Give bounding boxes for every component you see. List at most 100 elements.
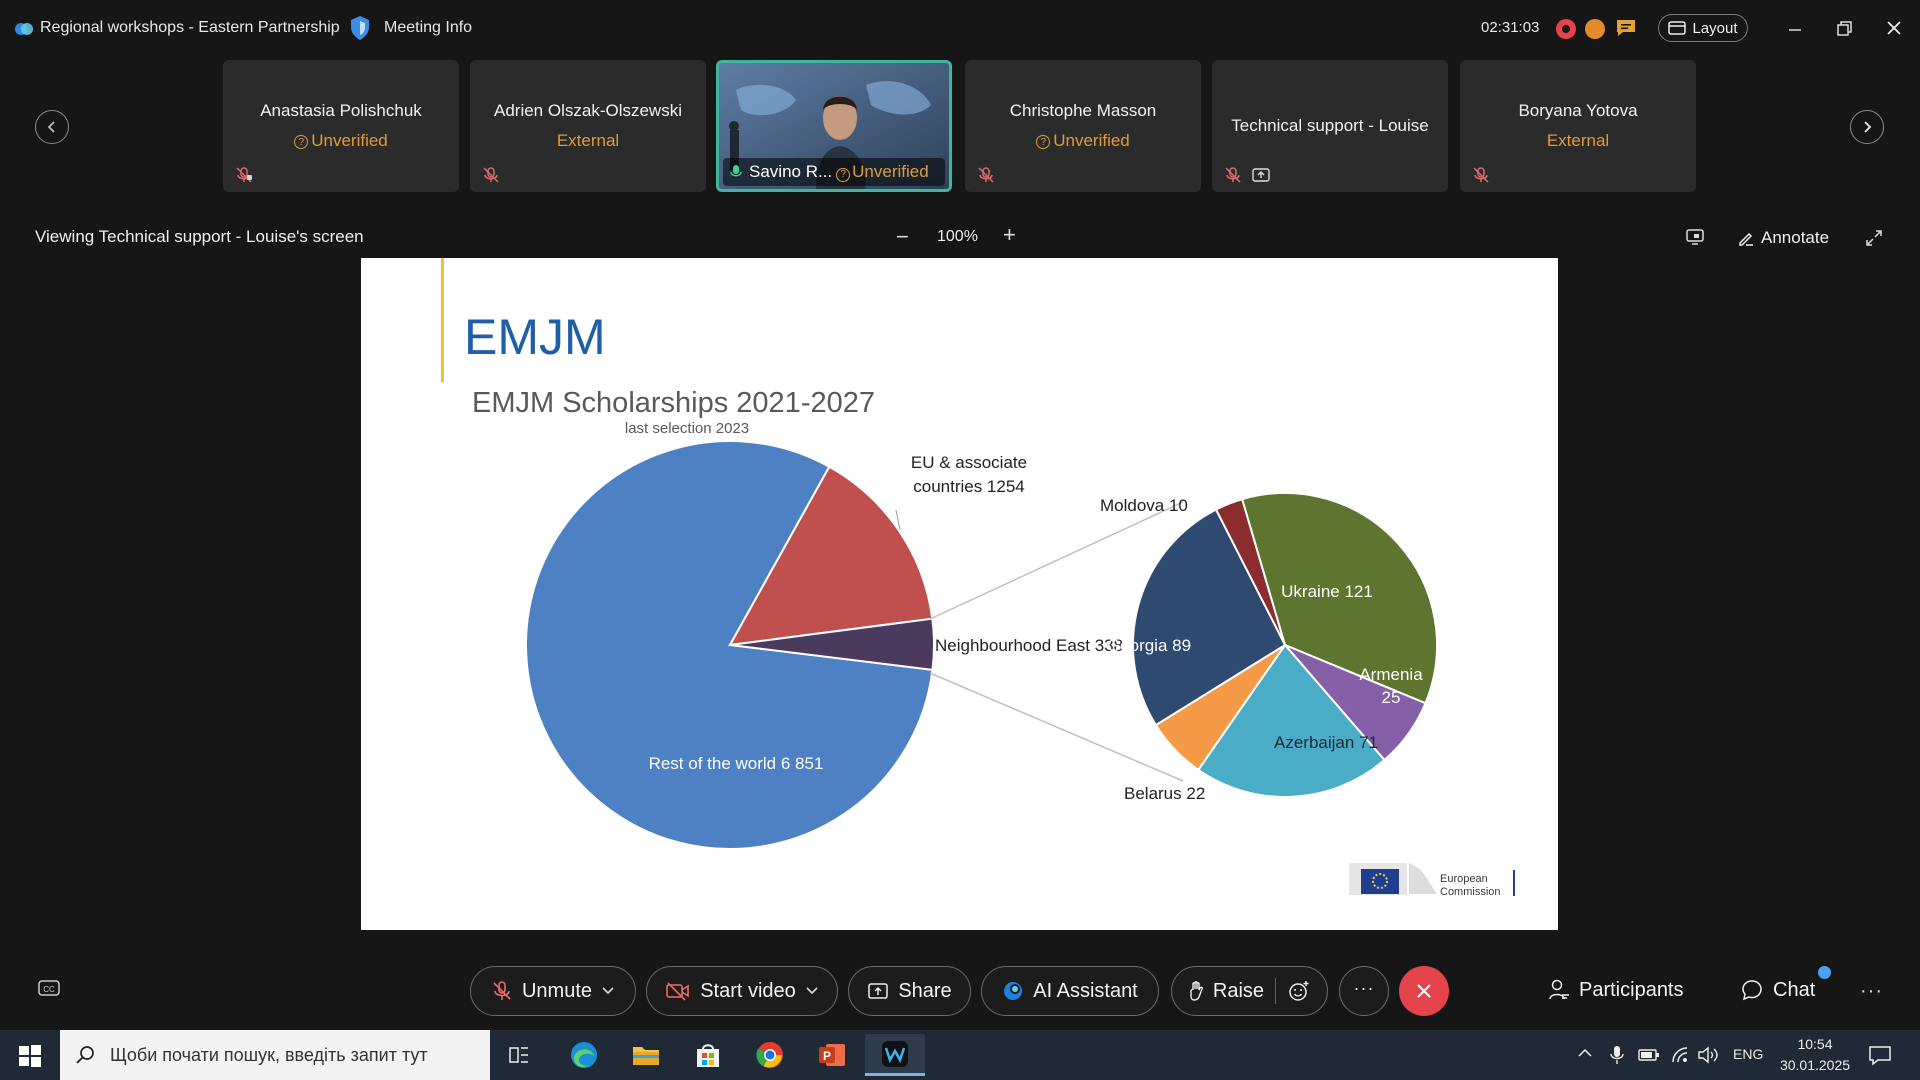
raise-hand-button[interactable]: Raise: [1171, 966, 1328, 1016]
share-screen-icon: [868, 983, 889, 999]
close-icon: [1417, 984, 1431, 998]
label-neighbourhood-east: Neighbourhood East 338: [935, 636, 1123, 655]
label-ukraine: Ukraine 121: [1281, 582, 1373, 601]
recording-icon[interactable]: [1556, 19, 1576, 39]
participant-tile[interactable]: Christophe Masson ? Unverified: [965, 60, 1201, 192]
fullscreen-icon[interactable]: [1864, 228, 1884, 248]
pie-slice-georgia: [1132, 508, 1287, 727]
chevron-up-icon[interactable]: [1577, 1046, 1593, 1060]
chart-title: EMJM Scholarships 2021-2027: [472, 387, 875, 419]
chart-subtitle: last selection 2023: [625, 420, 749, 437]
participant-name: Adrien Olszak-Olszewski: [494, 101, 682, 120]
unmute-label: Unmute: [521, 979, 593, 1002]
participant-name: Anastasia Polishchuk: [260, 101, 422, 120]
taskbar-search-input[interactable]: Щоби почати пошук, введіть запит тут: [60, 1030, 490, 1080]
participant-tile[interactable]: Adrien Olszak-Olszewski External: [470, 60, 706, 192]
restore-icon[interactable]: [1832, 16, 1856, 40]
mic-muted-icon: [1224, 166, 1242, 184]
shared-screen-slide: EMJM EMJM Scholarships 2021-2027 last se…: [361, 258, 1558, 930]
minimize-icon[interactable]: [1783, 16, 1807, 40]
svg-text:CC: CC: [43, 985, 55, 994]
more-options-button[interactable]: ···: [1339, 966, 1389, 1016]
svg-text:P: P: [823, 1049, 831, 1063]
participants-next-button[interactable]: [1850, 110, 1884, 144]
zoom-in-button[interactable]: +: [1003, 222, 1016, 247]
participant-tile[interactable]: Boryana Yotova External: [1460, 60, 1696, 192]
sharing-status-text: Viewing Technical support - Louise's scr…: [35, 227, 364, 246]
mic-on-icon: [730, 165, 742, 177]
annotate-button[interactable]: Annotate: [1737, 228, 1829, 248]
participant-video-tile[interactable]: Savino R... ? Unverified: [716, 60, 952, 192]
label-georgia: Georgia 89: [1107, 636, 1191, 655]
input-language[interactable]: ENG: [1733, 1046, 1764, 1062]
layout-button[interactable]: Layout: [1658, 14, 1748, 42]
chat-label: Chat: [1773, 978, 1816, 1001]
participants-button[interactable]: Participants: [1548, 978, 1684, 1002]
pie-slice-azerbaijan: [1196, 643, 1386, 798]
microphone-icon[interactable]: [1609, 1044, 1625, 1066]
participants-label: Participants: [1579, 978, 1684, 1001]
clock[interactable]: 10:54 30.01.2025: [1776, 1034, 1854, 1076]
present-view-icon[interactable]: [1685, 228, 1705, 246]
closed-captions-icon[interactable]: CC: [37, 978, 61, 1000]
question-icon: ?: [1036, 135, 1051, 149]
webex-app-icon[interactable]: [865, 1034, 925, 1076]
participant-name: Boryana Yotova: [1518, 101, 1638, 120]
divider: [1275, 978, 1277, 1004]
ai-assistant-label: AI Assistant: [1033, 979, 1138, 1002]
close-icon[interactable]: [1882, 16, 1906, 40]
start-video-button[interactable]: Start video: [646, 966, 838, 1016]
mic-muted-icon: [235, 166, 253, 184]
participant-tile[interactable]: Technical support - Louise: [1212, 60, 1448, 192]
participant-name: Christophe Masson: [1009, 101, 1157, 120]
mic-muted-icon: [493, 981, 511, 1000]
edge-browser-icon[interactable]: [560, 1034, 608, 1076]
task-view-icon[interactable]: [495, 1034, 543, 1076]
share-label: Share: [898, 979, 952, 1002]
meeting-info-button[interactable]: Meeting Info: [384, 19, 473, 36]
volume-icon[interactable]: [1697, 1046, 1719, 1064]
messages-icon[interactable]: [1615, 18, 1637, 38]
share-button[interactable]: Share: [848, 966, 971, 1016]
main-pie: [525, 440, 935, 850]
zoom-out-button[interactable]: −: [896, 224, 909, 249]
shield-icon[interactable]: [349, 15, 371, 41]
wifi-icon[interactable]: [1669, 1046, 1689, 1064]
accent-bar: [441, 258, 444, 382]
leave-meeting-button[interactable]: [1399, 966, 1449, 1016]
logo-text: European: [1440, 873, 1488, 885]
microsoft-store-icon[interactable]: [684, 1034, 732, 1076]
chrome-icon[interactable]: [746, 1034, 794, 1076]
ai-assistant-button[interactable]: AI Assistant: [981, 966, 1159, 1016]
participant-tile[interactable]: Anastasia Polishchuk ? Unverified: [223, 60, 459, 192]
windows-start-icon[interactable]: [18, 1044, 42, 1068]
meeting-title: Regional workshops - Eastern Partnership: [40, 19, 340, 36]
clock-time: 10:54: [1797, 1036, 1833, 1052]
pie-slice-eu-associate-countries: [728, 465, 934, 647]
chat-bubble-icon: [1742, 980, 1762, 1001]
label-eu-value: countries 1254: [913, 477, 1025, 496]
people-icon: [1549, 979, 1569, 1000]
powerpoint-icon[interactable]: P: [808, 1034, 856, 1076]
participants-prev-button[interactable]: [35, 110, 69, 144]
connector-line: [929, 672, 1184, 782]
ai-assistant-icon: [1004, 982, 1023, 1000]
chevron-left-icon: [47, 121, 55, 133]
file-explorer-icon[interactable]: [622, 1034, 670, 1076]
notifications-icon[interactable]: [1868, 1044, 1892, 1066]
ellipsis-icon: ···: [1353, 977, 1375, 998]
webex-logo-icon: [14, 19, 34, 39]
label-moldova: Moldova 10: [1100, 496, 1188, 515]
battery-icon[interactable]: [1638, 1047, 1660, 1063]
reactions-icon[interactable]: [1287, 979, 1311, 1003]
network-stats-icon[interactable]: [1585, 19, 1605, 39]
zoom-level: 100%: [937, 228, 978, 245]
chat-button[interactable]: Chat: [1740, 978, 1815, 1002]
chevron-down-icon: [602, 987, 614, 995]
unmute-button[interactable]: Unmute: [470, 966, 636, 1016]
label-armenia-value: 25: [1382, 688, 1401, 707]
participant-status: External: [1546, 131, 1610, 150]
layout-label: Layout: [1692, 19, 1738, 37]
more-icon[interactable]: ···: [1860, 980, 1883, 1002]
search-placeholder: Щоби почати пошук, введіть запит тут: [110, 1044, 428, 1065]
